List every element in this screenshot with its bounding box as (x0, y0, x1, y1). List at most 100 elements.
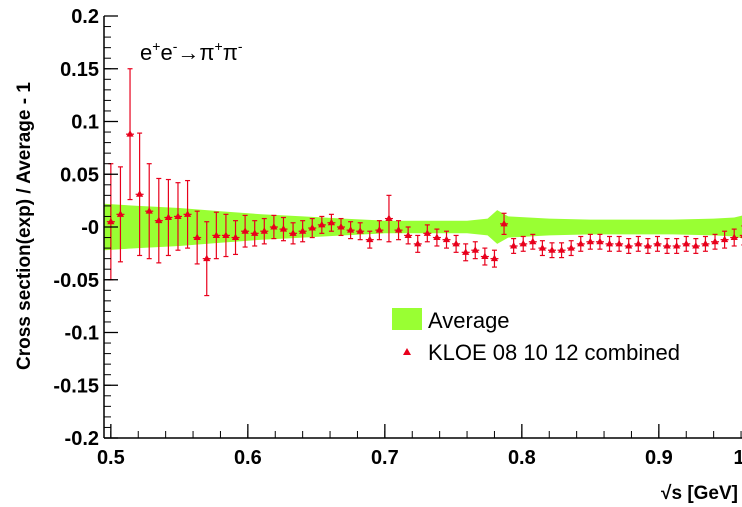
y-tick-label: -0.05 (53, 270, 99, 292)
point-marker (471, 246, 479, 253)
data-point (653, 235, 662, 252)
data-point (480, 247, 489, 266)
point-marker (711, 237, 719, 245)
data-point (193, 210, 202, 265)
point-marker (107, 217, 115, 225)
point-marker (730, 233, 738, 241)
point-marker (557, 246, 566, 253)
point-marker (721, 235, 729, 243)
point-marker (270, 223, 278, 230)
point-marker (155, 216, 163, 224)
data-point (173, 182, 182, 251)
point-marker (394, 226, 403, 233)
point-marker (529, 237, 537, 245)
data-point (471, 241, 480, 260)
data-point (106, 163, 115, 281)
data-point (557, 242, 566, 259)
point-marker (500, 219, 508, 227)
point-marker (567, 244, 575, 251)
data-point (576, 235, 585, 252)
data-point (615, 235, 624, 252)
x-tick-label: 0.9 (645, 447, 673, 469)
data-point (289, 222, 298, 245)
point-marker (366, 235, 374, 243)
data-point (682, 235, 691, 252)
x-tick-group: 0.5 0.6 0.7 0.8 0.9 1 (97, 424, 742, 469)
data-point (567, 240, 576, 257)
x-tick-label: 0.7 (371, 447, 399, 469)
data-point (260, 217, 269, 245)
legend-swatch-average (392, 308, 422, 330)
data-point (317, 215, 326, 234)
data-point (394, 220, 403, 241)
data-point (145, 163, 154, 260)
point-marker (653, 239, 662, 247)
data-point (308, 217, 317, 239)
data-point (269, 214, 278, 240)
data-point (375, 220, 384, 241)
data-point (730, 228, 739, 247)
data-point (327, 213, 336, 232)
point-marker (663, 241, 671, 249)
data-point (365, 230, 374, 249)
point-marker (701, 239, 710, 247)
data-point (337, 217, 346, 237)
data-point (202, 221, 211, 297)
point-marker (136, 190, 144, 197)
y-minor-ticks (104, 15, 111, 439)
point-marker (337, 223, 345, 230)
data-point (586, 233, 595, 250)
point-marker (423, 229, 431, 236)
point-marker (596, 237, 604, 245)
data-point (116, 166, 125, 263)
data-point (538, 240, 547, 257)
point-marker (327, 218, 336, 226)
kloe-points (106, 68, 742, 297)
point-marker (577, 239, 585, 247)
legend-label-average: Average (428, 308, 510, 333)
data-point (595, 233, 604, 250)
data-point (221, 213, 230, 258)
x-tick-label: 0.8 (508, 447, 536, 469)
y-tick-label: -0 (81, 217, 99, 239)
data-point (135, 132, 144, 257)
point-marker (193, 233, 201, 241)
point-marker (634, 239, 642, 247)
point-marker (241, 227, 249, 234)
point-marker (308, 224, 316, 231)
y-tick-label: 0.2 (71, 6, 99, 28)
data-point (461, 243, 470, 262)
data-point (404, 226, 413, 245)
point-marker (414, 239, 422, 247)
data-point (605, 235, 614, 252)
data-point (423, 224, 432, 243)
point-marker (490, 254, 499, 262)
data-point (701, 235, 710, 252)
data-point (356, 222, 365, 241)
point-marker (289, 229, 297, 236)
y-tick-label: 0.05 (60, 164, 99, 186)
data-point (528, 233, 537, 250)
data-point (663, 238, 672, 254)
data-point (442, 230, 451, 249)
point-marker (548, 246, 556, 253)
point-marker (231, 233, 240, 241)
point-marker (673, 241, 681, 249)
data-point (154, 177, 163, 264)
data-point (509, 238, 518, 254)
data-point (547, 242, 556, 259)
data-point (634, 235, 643, 252)
point-marker (251, 229, 259, 236)
point-marker (481, 252, 489, 260)
point-marker (644, 241, 652, 249)
point-marker (126, 130, 134, 137)
point-marker (260, 227, 268, 234)
point-marker (174, 212, 182, 219)
point-marker (462, 248, 470, 255)
point-marker (615, 239, 623, 247)
point-marker (222, 231, 230, 238)
x-minor-ticks (110, 431, 742, 438)
data-point (720, 230, 729, 249)
data-point (643, 238, 652, 254)
data-point (432, 228, 441, 247)
